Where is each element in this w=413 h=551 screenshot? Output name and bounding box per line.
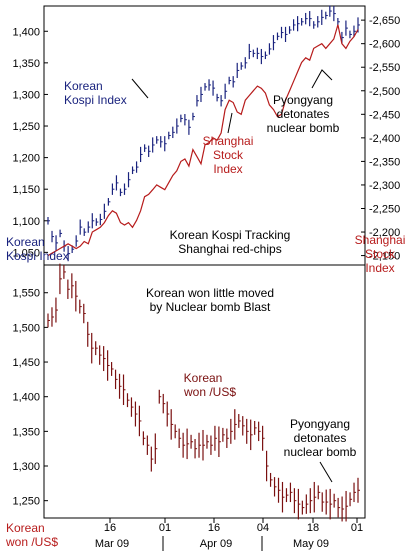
bomb-annotation-top-line1: Pyongyang [273,93,333,107]
won-axis-label-line2: won /US$ [5,535,58,549]
won-annotation-line1: Korean [184,371,223,385]
shanghai-annotation-line3: Index [213,162,242,176]
kospi-tick-label: 1,300 [12,89,40,101]
shanghai-tick-label: -2,650 [369,15,400,27]
shanghai-axis-label-line2: Stock [365,247,396,261]
kospi-annotation-line2: Kospi Index [64,93,127,107]
kospi-left-axis: 1,050 1,100 1,150 1,200 1,250 1,300 1,350 1,400 [12,26,48,259]
kospi-tick-label: 1,100 [12,216,40,228]
x-tick-label: 16 [104,522,116,534]
bomb-annotation-bottom-line1: Pyongyang [290,417,350,431]
bomb-annotation-bottom-line3: nuclear bomb [284,445,357,459]
bomb-annotation-bottom-pointer [319,461,333,483]
won-left-axis: 1,250 1,300 1,350 1,400 1,450 1,500 1,550 [12,288,48,508]
kospi-tick-label: 1,150 [12,184,40,196]
kospi-tick-label: 1,250 [12,121,40,133]
won-tick-label: 1,550 [12,288,40,300]
shanghai-series-line [47,24,359,257]
shanghai-tick-label: -2,600 [369,39,400,51]
shanghai-right-axis: -2,150 -2,200 -2,250 -2,300 -2,350 -2,400 -2,4… [361,15,400,263]
won-series [47,263,360,522]
won-annotation-line2: won /US$ [183,385,236,399]
x-tick-label: 01 [159,522,171,534]
bomb-annotation-top-line3: nuclear bomb [267,121,340,135]
bomb-annotation-top-pointer [311,69,333,89]
shanghai-annotation-pointer [227,112,233,134]
bomb-annotation-bottom-line2: detonates [294,431,347,445]
x-tick-label: 04 [257,522,269,534]
shanghai-axis-label-line3: Index [365,261,394,275]
kospi-chart-title-line1: Korean Kospi Tracking [170,228,291,242]
won-tick-label: 1,450 [12,357,40,369]
kospi-chart-title-line2: Shanghai red-chips [178,242,281,256]
won-tick-label: 1,500 [12,322,40,334]
bomb-annotation-top-line2: detonates [277,107,330,121]
x-tick-label: 16 [208,522,220,534]
shanghai-annotation-line1: Shanghai [203,134,254,148]
shanghai-tick-label: -2,300 [369,180,400,192]
won-axis-label-line1: Korean [6,521,45,535]
won-tick-label: 1,300 [12,461,40,473]
kospi-tick-label: 1,200 [12,153,40,165]
won-tick-label: 1,400 [12,392,40,404]
won-tick-label: 1,250 [12,496,40,508]
won-tick-label: 1,350 [12,426,40,438]
x-month-label: Mar 09 [95,538,129,550]
x-month-label: Apr 09 [200,538,232,550]
shanghai-tick-label: -2,350 [369,156,400,168]
x-month-label: May 09 [293,538,329,550]
shanghai-tick-label: -2,550 [369,62,400,74]
shanghai-tick-label: -2,400 [369,133,400,145]
shanghai-tick-label: -2,500 [369,86,400,98]
x-axis: 16 01 16 04 18 01 Mar 09 Apr 09 May 09 [95,518,363,551]
won-chart-title-line1: Korean won little moved [146,286,274,300]
kospi-annotation-pointer [131,78,149,99]
kospi-tick-label: 1,400 [12,26,40,38]
kospi-series [47,5,360,262]
kospi-tick-label: 1,350 [12,58,40,70]
shanghai-tick-label: -2,150 [369,251,400,263]
x-tick-label: 18 [307,522,319,534]
kospi-axis-label-line2: Kospi Index [6,249,69,263]
x-tick-label: 01 [351,522,363,534]
shanghai-tick-label: -2,200 [369,227,400,239]
kospi-tick-label: 1,050 [12,247,40,259]
won-chart-title-line2: by Nuclear bomb Blast [150,300,271,314]
won-panel-frame [43,264,366,519]
shanghai-annotation-line2: Stock [213,148,244,162]
shanghai-tick-label: -2,450 [369,109,400,121]
shanghai-tick-label: -2,250 [369,203,400,215]
shanghai-axis-label-line1: Shanghai [355,233,406,247]
kospi-axis-label-line1: Korean [6,235,45,249]
kospi-annotation-line1: Korean [64,79,103,93]
